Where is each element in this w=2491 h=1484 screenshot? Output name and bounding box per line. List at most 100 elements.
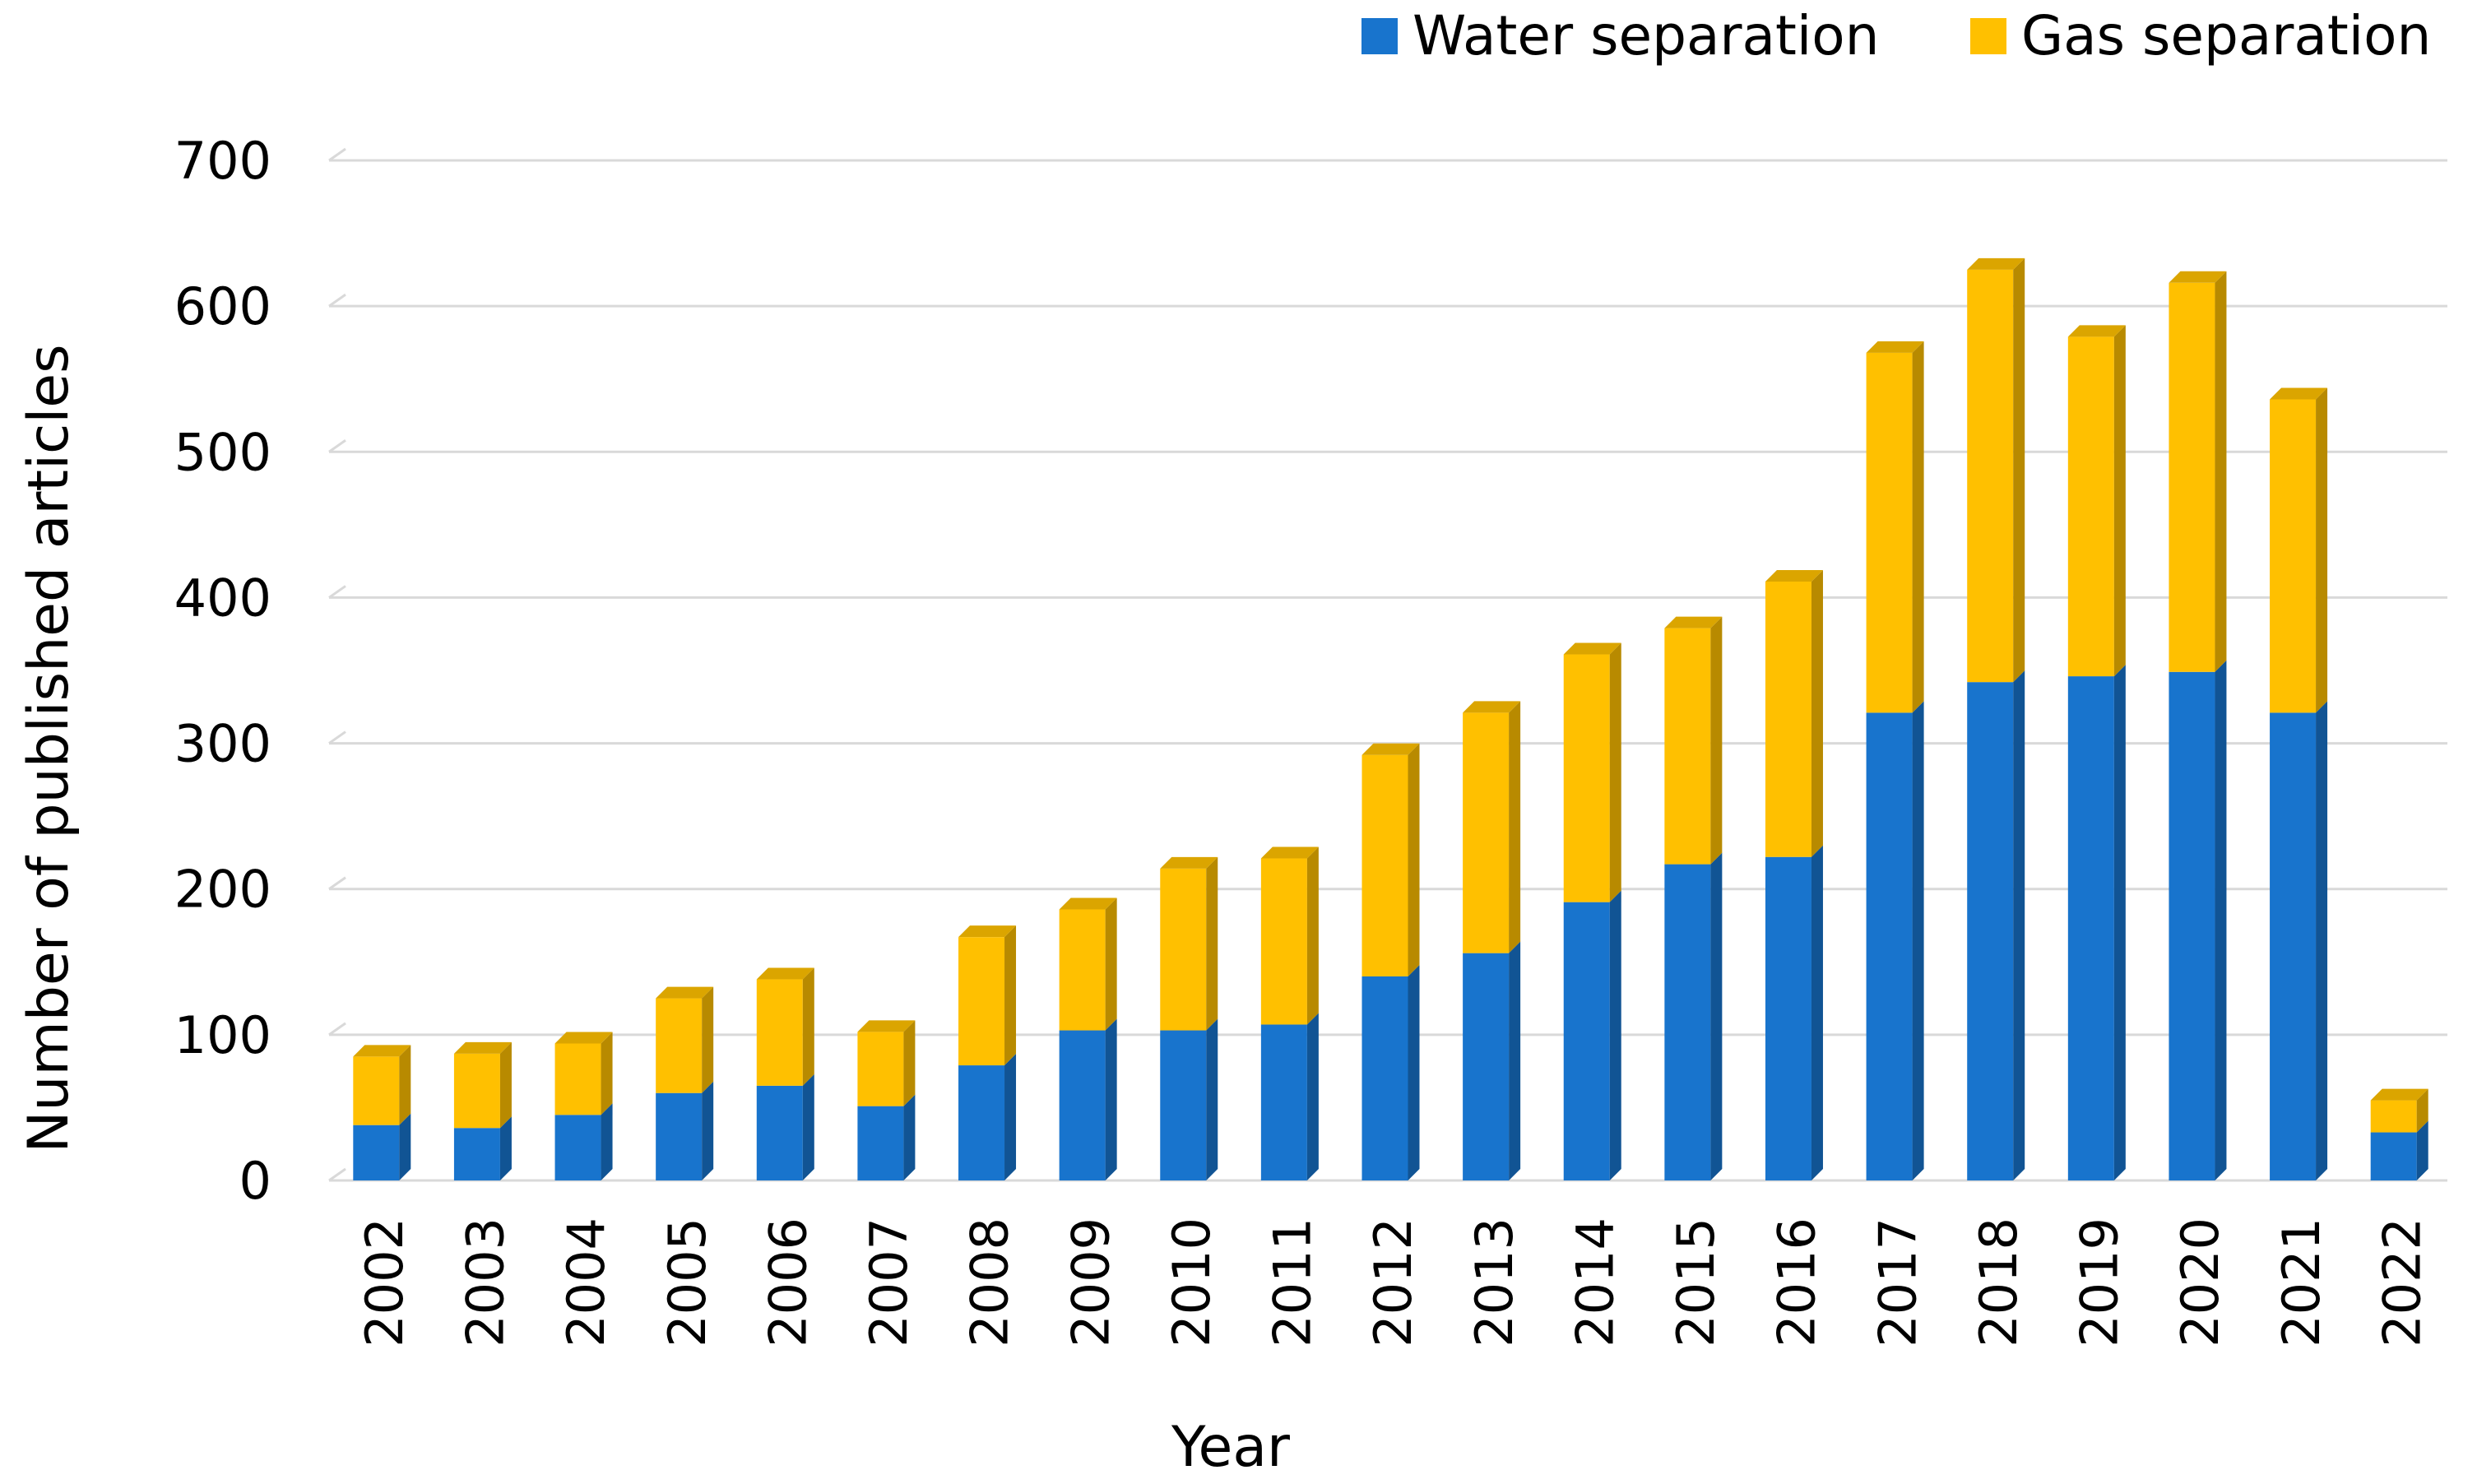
bar-side xyxy=(1206,856,1218,1031)
bar-gas-separation xyxy=(656,986,714,1093)
bar-face xyxy=(756,1085,803,1180)
bar-side xyxy=(1004,925,1017,1066)
bar-face xyxy=(958,937,1005,1066)
y-axis-label: Number of published articles xyxy=(16,344,81,1152)
bar-side xyxy=(903,1020,916,1106)
bar-side xyxy=(1609,642,1621,902)
bar-face xyxy=(554,1115,601,1180)
bar-water-separation xyxy=(2370,1120,2428,1180)
x-tick-label: 2011 xyxy=(1263,1217,1323,1347)
bar-water-separation xyxy=(656,1081,714,1180)
bar-gas-separation xyxy=(2270,387,2328,713)
bar-top xyxy=(1563,642,1621,655)
bar-side xyxy=(1206,1018,1218,1180)
bar-gas-separation xyxy=(1664,616,1723,865)
bar-water-separation xyxy=(1059,1018,1117,1180)
bar-face xyxy=(1967,269,2014,683)
bar-side xyxy=(2416,1088,2428,1133)
bar-top xyxy=(1765,569,1823,582)
bar-water-separation xyxy=(2270,701,2328,1180)
bar-side xyxy=(702,986,714,1093)
bar-face xyxy=(958,1065,1005,1180)
bar-top xyxy=(1866,341,1924,353)
bars xyxy=(353,257,2428,1180)
bar-side xyxy=(2113,325,2126,677)
bar-face xyxy=(1059,909,1106,1031)
bar-face xyxy=(1563,902,1610,1180)
bar-side xyxy=(1811,569,1823,857)
bar-side xyxy=(1609,890,1621,1180)
legend-label: Water separation xyxy=(1412,4,1879,67)
bar-gas-separation xyxy=(1059,897,1117,1031)
bar-face xyxy=(656,998,703,1093)
bar-side xyxy=(2316,387,2328,713)
bar-face xyxy=(2370,1132,2417,1180)
y-tick-label: 600 xyxy=(174,276,271,336)
bar-gas-separation xyxy=(353,1045,411,1125)
bar-face xyxy=(857,1106,904,1180)
y-tick-label: 500 xyxy=(174,422,271,482)
bar-top xyxy=(958,925,1017,938)
bar-face xyxy=(1361,754,1408,976)
bar-top xyxy=(1059,897,1117,910)
bar-side xyxy=(702,1081,714,1180)
bar-side xyxy=(2316,701,2328,1180)
bar-side xyxy=(802,967,814,1086)
bar-side xyxy=(2215,660,2227,1180)
x-tick-label: 2010 xyxy=(1162,1217,1222,1347)
bar-side xyxy=(1105,897,1117,1031)
x-tick-label: 2020 xyxy=(2170,1217,2230,1347)
bar-side xyxy=(601,1032,613,1115)
bar-water-separation xyxy=(1765,845,1823,1180)
bar-side xyxy=(1306,1013,1319,1180)
bar-face xyxy=(1260,1024,1307,1180)
bar-face xyxy=(2270,399,2317,713)
bar-gas-separation xyxy=(1160,856,1218,1031)
gridline-depth xyxy=(328,1167,346,1182)
x-tick-label: 2002 xyxy=(355,1217,415,1347)
bar-face xyxy=(1160,1030,1207,1180)
bar-face xyxy=(2067,676,2114,1180)
y-tick-label: 400 xyxy=(174,568,271,628)
bar-face xyxy=(453,1053,500,1129)
bar-side xyxy=(2113,665,2126,1180)
gridline-depth xyxy=(328,1022,346,1036)
bar-side xyxy=(1408,743,1420,976)
bar-water-separation xyxy=(554,1103,613,1180)
bar-top xyxy=(453,1041,512,1054)
bar-face xyxy=(1463,712,1510,953)
bar-water-separation xyxy=(1361,965,1420,1180)
x-tick-label: 2019 xyxy=(2070,1217,2130,1347)
legend-label: Gas separation xyxy=(2021,4,2431,67)
y-tick-label: 0 xyxy=(239,1151,271,1211)
x-tick-label: 2015 xyxy=(1666,1217,1726,1347)
bar-face xyxy=(2270,712,2317,1180)
bar-face xyxy=(2370,1100,2417,1133)
bar-gas-separation xyxy=(857,1020,916,1106)
bar-top xyxy=(2270,387,2328,400)
legend-swatch xyxy=(1970,18,2006,54)
gridline-depth xyxy=(328,585,346,599)
bar-side xyxy=(399,1045,411,1125)
x-tick-label: 2006 xyxy=(758,1217,818,1347)
bar-face xyxy=(2169,671,2215,1180)
bar-water-separation xyxy=(453,1116,512,1180)
y-tick-labels: 0 100 200 300 400 500 600 700 xyxy=(174,131,271,1211)
bar-side xyxy=(2416,1120,2428,1180)
legend-item: Water separation xyxy=(1361,4,1879,67)
bar-side xyxy=(1408,965,1420,1180)
x-tick-label: 2013 xyxy=(1464,1217,1524,1347)
bar-top xyxy=(1463,701,1521,713)
gridline-depth xyxy=(328,439,346,453)
bar-water-separation xyxy=(1463,941,1521,1180)
y-tick-label: 200 xyxy=(174,860,271,920)
bar-side xyxy=(2013,257,2025,683)
bar-gas-separation xyxy=(2370,1088,2428,1133)
bar-face xyxy=(1967,682,2014,1180)
bar-face xyxy=(1160,868,1207,1031)
bar-side xyxy=(2215,271,2227,672)
bar-face xyxy=(353,1056,400,1125)
bar-side xyxy=(1004,1054,1017,1180)
bar-top xyxy=(2067,325,2126,337)
bar-top xyxy=(1361,743,1420,755)
